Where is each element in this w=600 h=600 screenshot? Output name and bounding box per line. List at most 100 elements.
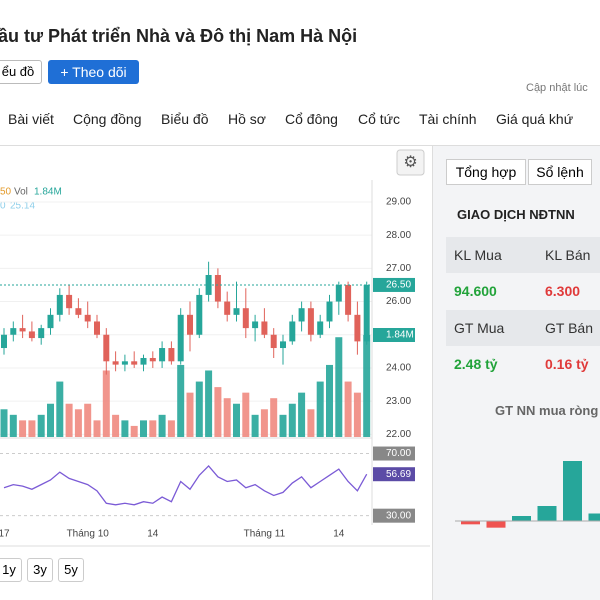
panel-tab[interactable]: Sổ lệnh	[528, 159, 592, 185]
tab[interactable]: Tài chính	[419, 111, 477, 127]
rsi-line	[3, 465, 368, 506]
volume-bar	[28, 420, 36, 437]
candle-body	[187, 314, 193, 335]
candle-body	[112, 361, 119, 365]
tab[interactable]: Biểu đồ	[161, 111, 209, 127]
candle-body	[121, 361, 128, 365]
volume-bar	[121, 420, 129, 437]
table-header	[446, 310, 600, 346]
volume-bar	[9, 414, 17, 437]
candle-body	[149, 357, 156, 362]
candle-body	[354, 314, 361, 342]
candle-body	[75, 308, 82, 315]
volume-bar	[316, 381, 324, 437]
candle-body	[94, 321, 100, 335]
range-button[interactable]: 1y	[0, 558, 22, 582]
candle-body	[103, 334, 110, 362]
candle-body	[28, 331, 35, 339]
y-tick-label: 28.00	[386, 230, 411, 241]
updated: Cập nhật lúc	[526, 82, 588, 94]
volume-bar	[140, 420, 147, 437]
volume-bar	[130, 425, 138, 437]
volume-bar	[326, 364, 333, 437]
volume-bar	[353, 392, 361, 437]
candle-body	[196, 294, 203, 335]
header-cell: KL Mua	[454, 247, 502, 263]
header-cell: GT Mua	[454, 320, 505, 336]
legend-ma: 50	[0, 187, 12, 198]
gear-icon: ⚙	[403, 154, 417, 171]
net-bar	[486, 521, 506, 528]
legend-ma2: 0	[0, 201, 6, 212]
value-cell: 94.600	[454, 283, 497, 299]
side-panel	[432, 146, 600, 600]
volume-bar	[167, 420, 175, 437]
candle-body	[56, 294, 63, 315]
y-tick-label: 29.00	[386, 197, 411, 208]
candle-body	[252, 321, 259, 329]
legend-ma2-value: 25.14	[10, 201, 35, 212]
tab[interactable]: Bài viết	[8, 111, 54, 127]
tab[interactable]: Cổ đông	[285, 111, 338, 127]
candle-body	[335, 284, 342, 302]
candle-body	[38, 328, 45, 339]
net-title: GT NN mua ròng	[495, 403, 599, 418]
volume-bar	[223, 398, 231, 437]
chart-button[interactable]: ểu đồ	[0, 60, 42, 84]
header-cell: GT Bán	[545, 320, 593, 336]
candle-body	[140, 357, 147, 365]
candle-body	[224, 301, 231, 315]
tab[interactable]: Cổ tức	[358, 111, 401, 127]
panel-title: GIAO DỊCH NĐTNN	[457, 207, 575, 222]
volume-bar	[307, 409, 315, 437]
range-button[interactable]: 5y	[58, 558, 84, 582]
volume-bar	[251, 414, 259, 437]
x-tick-label: 14	[333, 529, 345, 540]
x-tick-label: Tháng 10	[67, 529, 110, 540]
net-bar	[537, 506, 557, 521]
rsi-tag	[373, 446, 415, 461]
settings-button[interactable]	[396, 149, 425, 176]
title: ầu tư Phát triển Nhà và Đô thị Nam Hà Nộ…	[0, 26, 358, 46]
candle-body	[289, 321, 296, 342]
volume-bar	[363, 335, 371, 437]
divider	[0, 145, 600, 146]
volume-bar	[149, 420, 157, 437]
tab[interactable]: Hồ sơ	[228, 111, 266, 127]
follow-button[interactable]: + Theo dõi	[48, 60, 139, 84]
volume-bar	[65, 403, 73, 437]
value-cell: 2.48 tỷ	[454, 356, 498, 372]
volume-bar	[102, 370, 110, 437]
range-button[interactable]: 3y	[27, 558, 53, 582]
last-volume-label: 1.84M	[386, 330, 414, 341]
x-tick-label: 14	[147, 529, 159, 540]
last-volume-tag	[373, 328, 415, 342]
volume-bar	[37, 414, 45, 437]
volume-bar	[19, 420, 27, 437]
candle-body	[270, 334, 277, 349]
x-tick-label: 17	[0, 529, 10, 540]
candle-body	[177, 314, 184, 362]
net-bar	[461, 521, 480, 525]
panel-tab[interactable]: Tổng hợp	[446, 159, 526, 185]
candle-body	[363, 284, 370, 342]
net-bar	[588, 513, 600, 521]
tab[interactable]: Cộng đồng	[73, 111, 142, 127]
tab[interactable]: Giá quá khứ	[496, 111, 574, 127]
value-cell: 0.16 tỷ	[545, 356, 589, 372]
candle-body	[168, 348, 175, 362]
candle-body	[131, 361, 138, 365]
candle-body	[84, 314, 91, 322]
candle-body	[298, 308, 305, 322]
y-tick-label: 27.00	[386, 263, 411, 274]
volume-bar	[112, 414, 120, 437]
volume-bar	[158, 414, 166, 437]
candle-body	[261, 321, 268, 335]
net-bar	[512, 516, 531, 521]
candle-body	[47, 314, 54, 329]
volume-bar	[279, 414, 287, 437]
net-bar	[563, 461, 582, 521]
candle-body	[214, 274, 221, 302]
volume-bar	[288, 403, 296, 437]
